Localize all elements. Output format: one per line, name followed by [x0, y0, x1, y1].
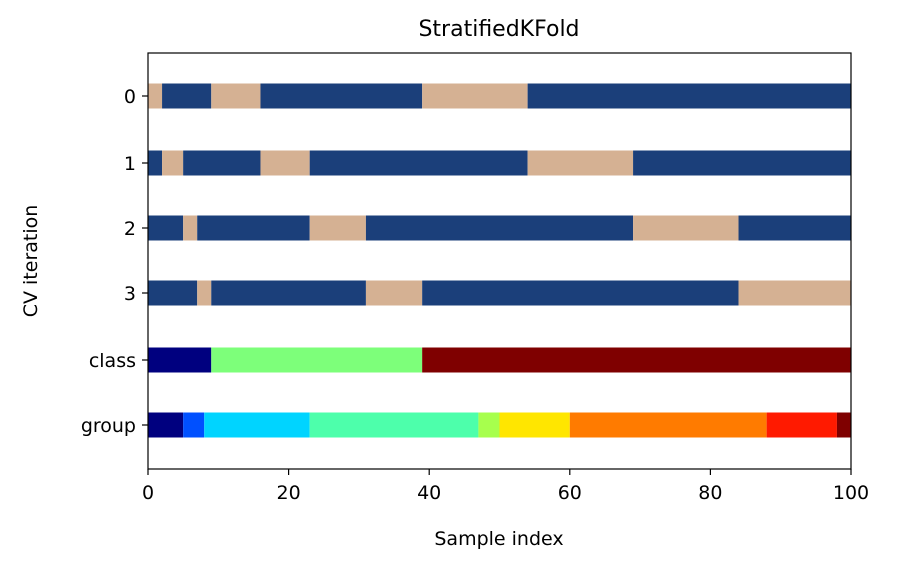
bar-segment-row-class-1 — [211, 347, 423, 373]
bar-segment-row-1-3 — [260, 150, 310, 176]
bar-segment-row-group-1 — [183, 412, 205, 438]
bar-segment-row-class-0 — [148, 347, 212, 373]
x-tick-label: 40 — [417, 482, 441, 504]
bar-segment-row-group-2 — [204, 412, 310, 438]
bar-segment-row-3-2 — [211, 280, 366, 306]
bar-segment-row-0-1 — [162, 83, 212, 109]
bar-segment-row-3-0 — [148, 280, 198, 306]
bar-segment-row-2-3 — [309, 215, 366, 241]
bar-segment-row-class-2 — [422, 347, 851, 373]
y-axis-ticks: 0 1 2 3 class group — [81, 86, 148, 437]
bar-segment-row-1-2 — [183, 150, 261, 176]
bar-segment-row-2-4 — [365, 215, 634, 241]
bar-segment-row-group-0 — [148, 412, 184, 438]
bar-segment-row-group-5 — [499, 412, 570, 438]
bar-segment-row-2-0 — [148, 215, 184, 241]
y-tick-label: 2 — [124, 218, 136, 240]
bar-segment-row-group-3 — [309, 412, 479, 438]
bar-segment-row-3-4 — [422, 280, 739, 306]
x-tick-label: 100 — [833, 482, 869, 504]
x-tick-label: 0 — [142, 482, 154, 504]
x-axis-ticks: 0 20 40 60 80 100 — [142, 469, 869, 504]
bar-segment-row-2-1 — [183, 215, 198, 241]
bar-segment-row-group-7 — [766, 412, 837, 438]
x-axis-label: Sample index — [434, 528, 563, 550]
y-tick-label: 3 — [124, 283, 136, 305]
bar-segment-row-0-0 — [148, 83, 163, 109]
bar-segment-row-1-6 — [633, 150, 851, 176]
bar-segment-row-0-4 — [422, 83, 528, 109]
bar-segment-row-0-3 — [260, 83, 423, 109]
bar-segment-row-group-4 — [478, 412, 500, 438]
bar-segment-row-2-5 — [633, 215, 739, 241]
bar-segment-row-3-5 — [738, 280, 851, 306]
y-axis-label: CV iteration — [20, 205, 42, 318]
plot-frame — [147, 52, 852, 470]
bar-segment-row-1-4 — [309, 150, 528, 176]
bar-segment-row-0-2 — [211, 83, 261, 109]
bar-segment-row-3-1 — [197, 280, 212, 306]
y-tick-label: group — [81, 415, 136, 437]
bar-segment-row-1-0 — [148, 150, 163, 176]
bar-segment-row-2-6 — [738, 215, 851, 241]
y-tick-label: 0 — [124, 86, 136, 108]
bar-segment-row-0-5 — [527, 83, 851, 109]
bar-segment-row-1-1 — [162, 150, 184, 176]
bar-segment-row-group-8 — [836, 412, 851, 438]
bar-segment-row-3-3 — [365, 280, 423, 306]
bar-segment-row-2-2 — [197, 215, 310, 241]
bar-segment-row-1-5 — [527, 150, 634, 176]
x-tick-label: 80 — [698, 482, 722, 504]
y-tick-label: 1 — [124, 153, 136, 175]
bars-layer — [148, 83, 851, 438]
x-tick-label: 20 — [277, 482, 301, 504]
chart-title: StratifiedKFold — [418, 17, 579, 42]
x-tick-label: 60 — [558, 482, 582, 504]
y-tick-label: class — [89, 350, 136, 372]
bar-segment-row-group-6 — [569, 412, 767, 438]
